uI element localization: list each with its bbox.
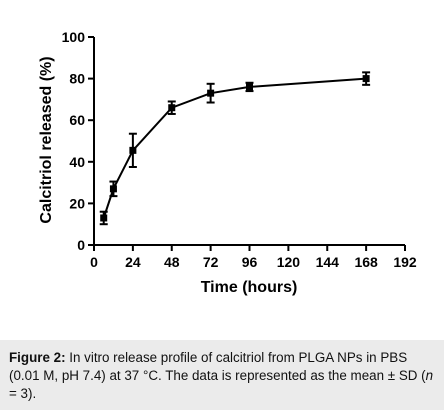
- y-axis-title: Calcitriol released (%): [38, 56, 55, 223]
- axes: 0 24 48 72 96 120 144 168 192 0 20 40 60 80 100: [62, 29, 417, 270]
- release-profile-chart: 0 24 48 72 96 120 144 168 192 0 20 40 60 80 100 Time (…: [38, 29, 417, 296]
- x-tick-label: 168: [354, 254, 378, 270]
- x-tick-label: 0: [90, 254, 98, 270]
- x-tick-label: 24: [125, 254, 141, 270]
- data-point: [246, 83, 253, 91]
- data-point: [109, 185, 117, 193]
- y-tick-label: 20: [69, 195, 85, 211]
- data-point: [362, 75, 370, 83]
- series-line: [102, 77, 367, 219]
- x-tick-label: 120: [277, 254, 301, 270]
- x-axis-title: Time (hours): [201, 279, 298, 296]
- data-point: [168, 104, 176, 112]
- y-tick-label: 0: [77, 237, 85, 253]
- caption-n-variable: n: [425, 368, 434, 383]
- y-tick-label: 80: [69, 71, 85, 87]
- data-marks: [99, 71, 371, 226]
- caption-label: Figure 2:: [9, 350, 66, 365]
- figure-caption: Figure 2: In vitro release profile of ca…: [0, 340, 444, 410]
- x-tick-label: 192: [393, 254, 417, 270]
- data-point: [100, 214, 108, 222]
- x-tick-label: 144: [316, 254, 340, 270]
- data-point: [207, 89, 215, 97]
- x-tick-label: 96: [242, 254, 258, 270]
- x-tick-label: 48: [164, 254, 180, 270]
- caption-text: In vitro release profile of calcitriol f…: [9, 350, 426, 383]
- y-tick-label: 100: [62, 29, 86, 45]
- data-point: [129, 146, 137, 154]
- x-tick-label: 72: [203, 254, 219, 270]
- y-tick-label: 40: [69, 154, 85, 170]
- caption-text-end: = 3).: [9, 386, 37, 401]
- y-tick-label: 60: [69, 112, 85, 128]
